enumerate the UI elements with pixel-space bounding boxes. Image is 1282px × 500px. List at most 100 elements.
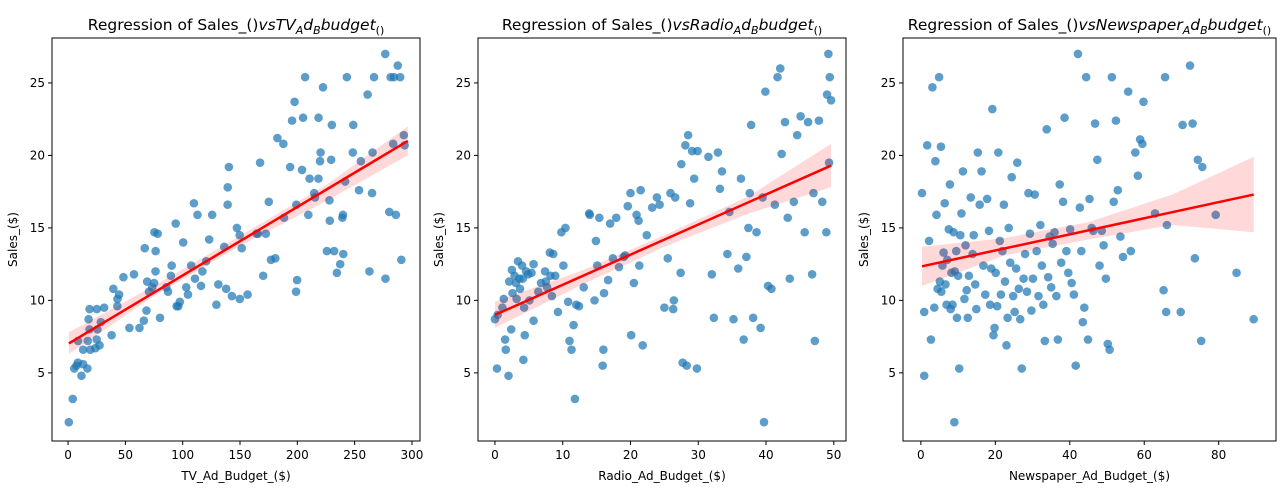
data-point	[598, 361, 607, 370]
data-point	[670, 193, 680, 202]
data-point	[342, 72, 352, 82]
data-point	[1139, 97, 1148, 107]
data-point	[1159, 285, 1168, 295]
title-subscript: ()	[1263, 24, 1272, 37]
x-tick-label: 80	[1211, 448, 1226, 462]
data-point	[1105, 345, 1114, 354]
y-axis-label: Sales_($)	[6, 212, 20, 267]
title-text: budget	[1208, 16, 1264, 34]
data-point	[68, 394, 78, 404]
data-point	[297, 165, 307, 175]
data-point	[167, 261, 176, 270]
data-point	[548, 249, 558, 259]
data-point	[973, 148, 983, 157]
data-point	[95, 341, 104, 350]
data-point	[335, 259, 345, 269]
data-point	[142, 277, 152, 286]
y-tick-label: 25	[30, 76, 45, 90]
data-point	[1113, 185, 1123, 195]
data-point	[561, 223, 570, 233]
data-point	[107, 330, 116, 340]
data-point	[951, 246, 961, 256]
data-point	[1055, 180, 1065, 189]
data-point	[339, 249, 348, 259]
data-point	[1058, 197, 1068, 207]
data-point	[692, 364, 702, 373]
data-point	[590, 296, 599, 305]
axes-frame	[477, 37, 847, 442]
data-point	[224, 162, 234, 172]
data-point	[1000, 277, 1010, 286]
data-point	[327, 120, 337, 130]
data-point	[1063, 268, 1073, 278]
data-point	[957, 209, 966, 218]
data-point	[1185, 61, 1195, 70]
scatter-points	[490, 49, 836, 427]
data-point	[991, 268, 1000, 278]
data-point	[936, 142, 946, 152]
data-point	[1133, 171, 1143, 181]
data-point	[520, 330, 530, 340]
data-point	[1014, 284, 1024, 294]
data-point	[329, 246, 339, 256]
data-point	[780, 117, 790, 127]
data-point	[952, 313, 962, 323]
data-point	[348, 120, 358, 130]
x-tick-label: 0	[491, 448, 499, 462]
data-point	[585, 210, 595, 220]
data-point	[322, 246, 332, 256]
data-point	[326, 155, 336, 165]
data-point	[325, 196, 334, 205]
data-point	[1022, 287, 1032, 296]
y-tick-label: 15	[30, 221, 45, 235]
y-tick-label: 15	[456, 221, 471, 235]
data-point	[318, 82, 328, 92]
data-point	[1039, 300, 1048, 310]
data-point	[759, 417, 769, 427]
data-point	[733, 264, 743, 273]
y-tick-label: 25	[881, 76, 896, 90]
y-tick-label: 20	[881, 148, 896, 162]
data-point	[1004, 223, 1014, 233]
x-tick-label: 50	[118, 448, 133, 462]
data-point	[605, 219, 615, 228]
data-point	[972, 304, 981, 314]
data-point	[348, 148, 358, 157]
x-tick-label: 10	[555, 448, 570, 462]
data-point	[212, 300, 221, 310]
data-point	[629, 278, 639, 288]
x-tick-label: 60	[1137, 448, 1152, 462]
data-point	[1101, 274, 1111, 283]
data-point	[175, 297, 185, 307]
data-point	[939, 248, 948, 257]
data-point	[1071, 361, 1081, 370]
data-point	[142, 306, 151, 315]
y-tick-label: 15	[881, 221, 896, 235]
data-point	[261, 229, 271, 239]
data-point	[1196, 336, 1206, 346]
data-point	[1010, 307, 1019, 317]
data-point	[563, 297, 573, 307]
x-tick-label: 0	[64, 448, 72, 462]
title-subscript: A	[1182, 24, 1191, 37]
data-point	[83, 364, 92, 373]
data-point	[773, 72, 782, 82]
data-point	[567, 345, 576, 354]
data-point	[125, 323, 134, 333]
axes-frame	[902, 37, 1277, 442]
data-point	[676, 268, 685, 278]
data-point	[717, 167, 727, 176]
data-point	[227, 291, 237, 301]
data-point	[237, 243, 247, 253]
data-point	[950, 417, 959, 427]
x-tick-label: 150	[229, 448, 252, 462]
data-point	[1095, 261, 1104, 270]
data-point	[669, 296, 679, 305]
data-point	[932, 210, 941, 220]
data-point	[529, 316, 538, 325]
data-point	[515, 284, 525, 294]
subplot-1: Regression of Sales_()vsTVAdBbudget() 0 50…	[6, 16, 423, 483]
data-point	[290, 97, 299, 107]
x-tick-label: 50	[826, 448, 841, 462]
confidence-band	[68, 126, 408, 355]
